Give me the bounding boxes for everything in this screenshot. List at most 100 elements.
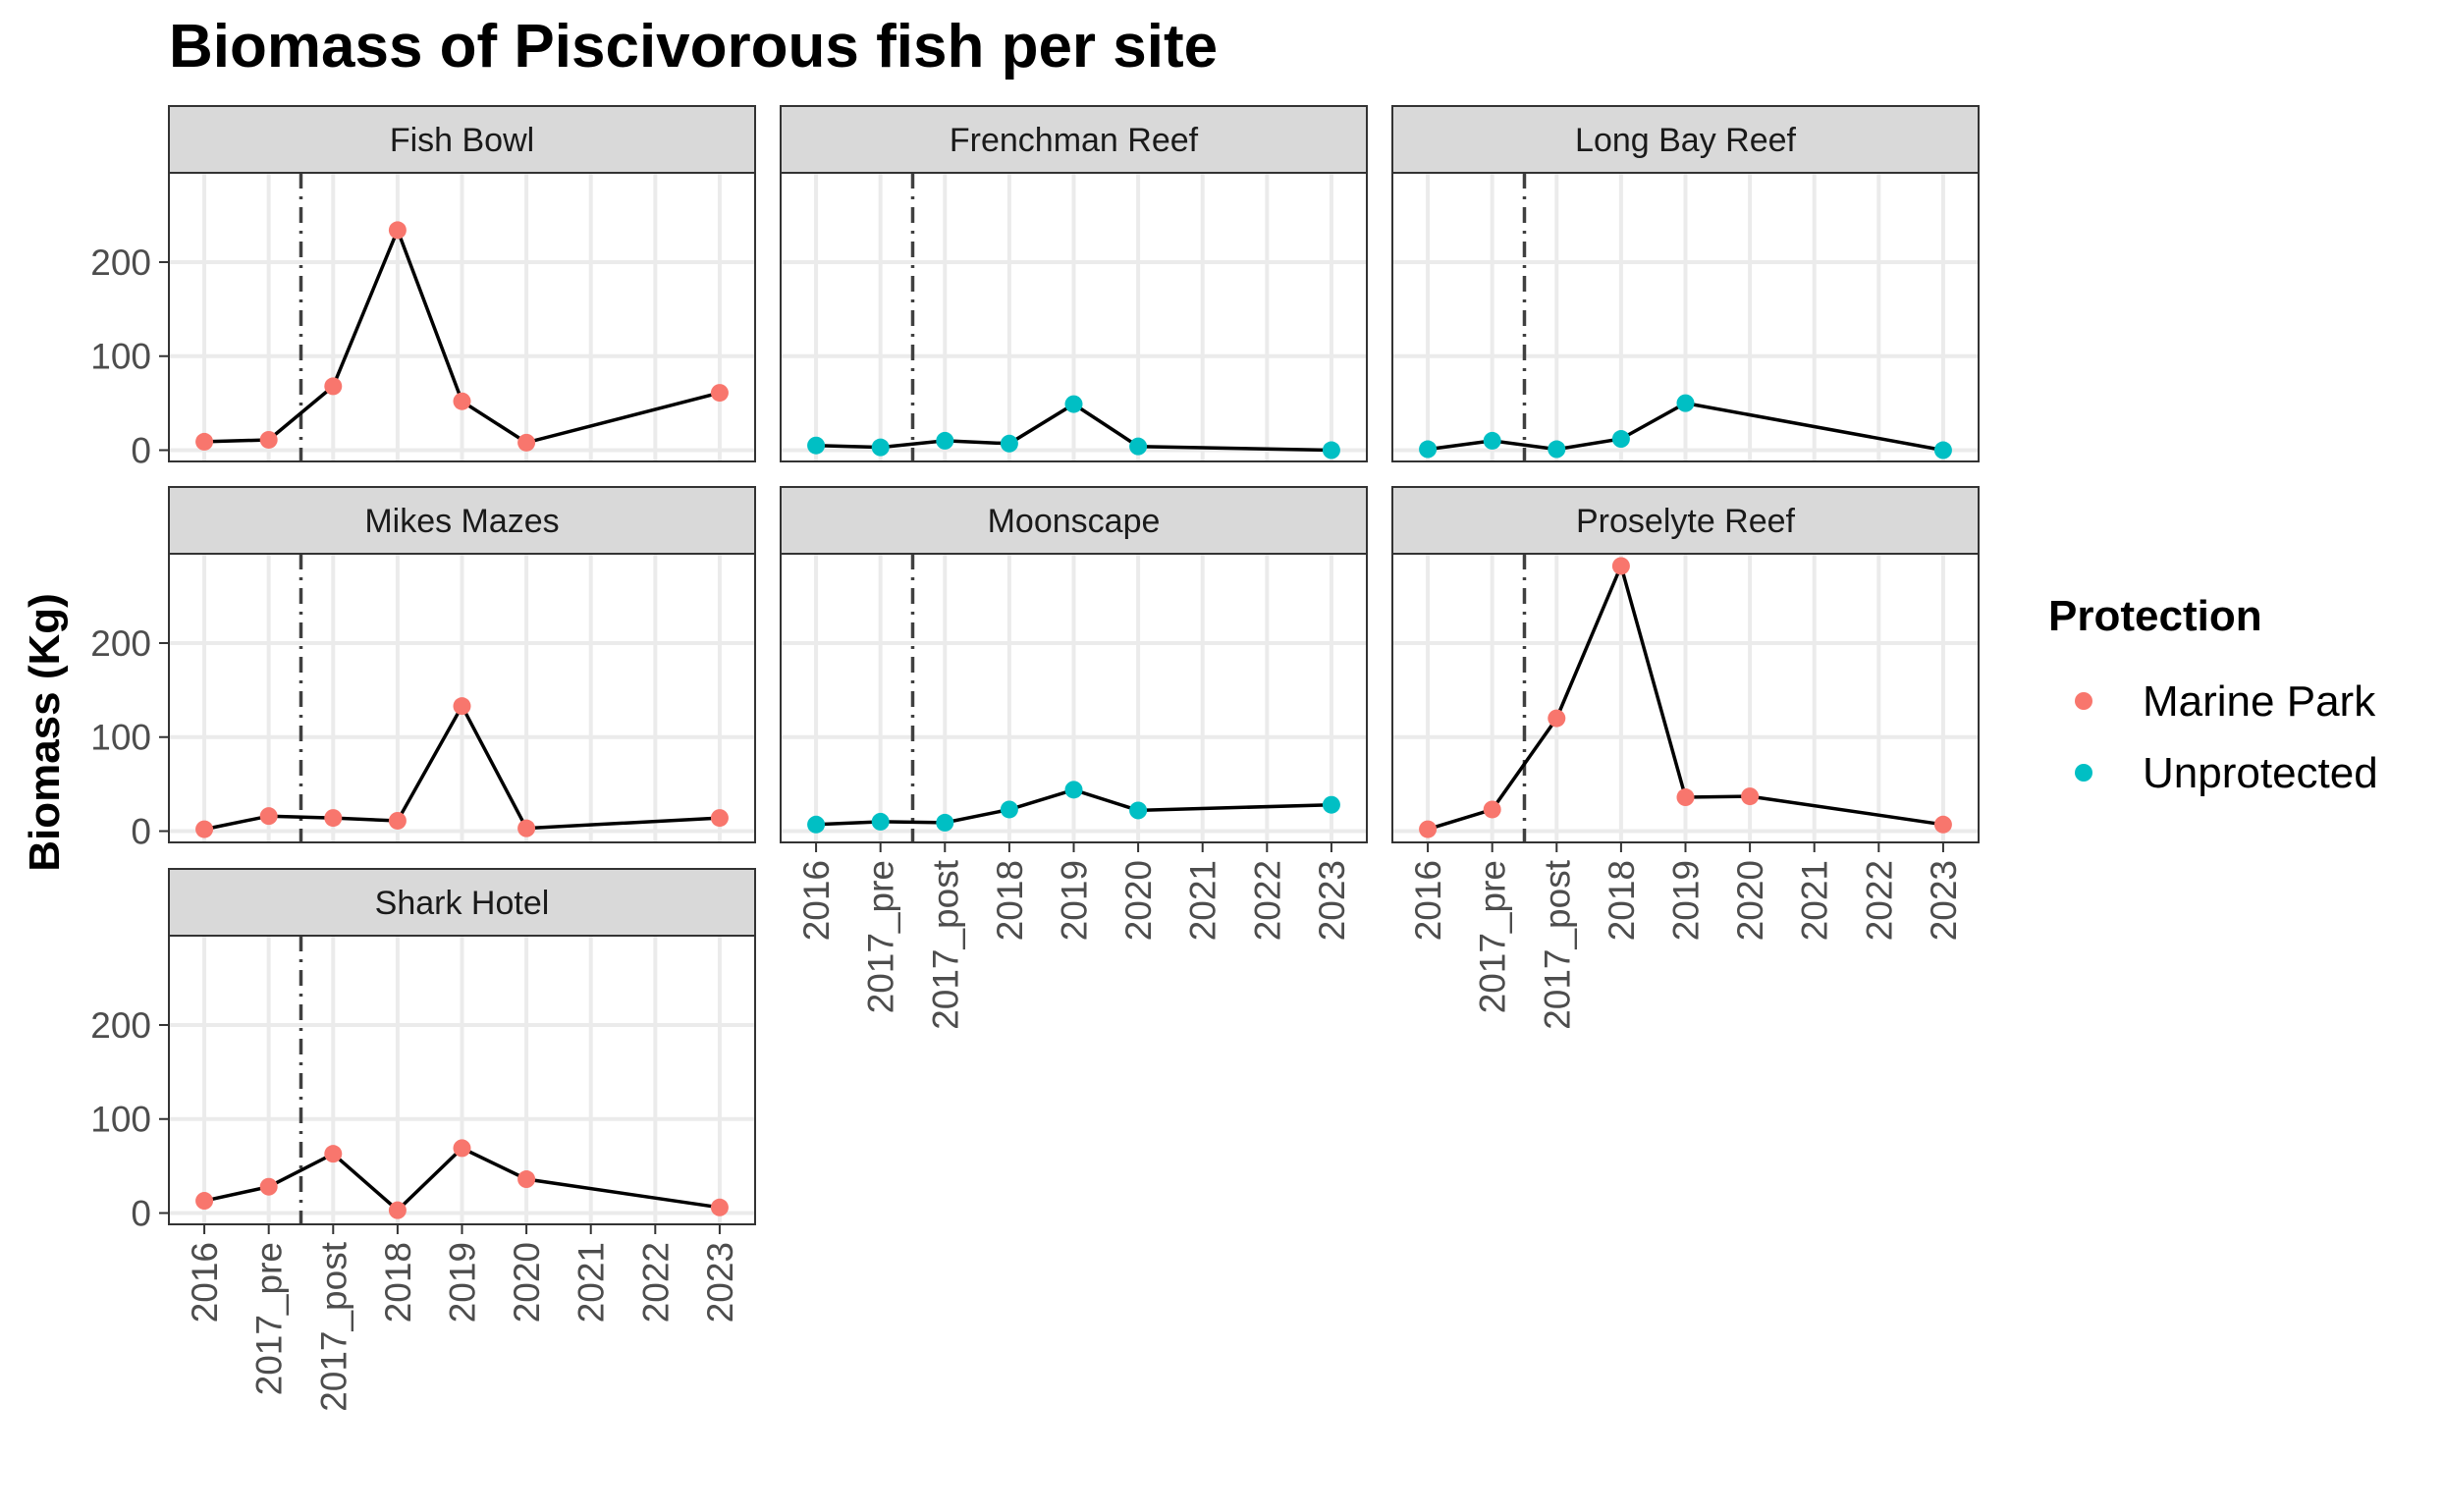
panel-border — [168, 172, 756, 462]
strip-label: Shark Hotel — [375, 885, 550, 922]
data-point-long-bay-reef-2017-post — [1548, 440, 1566, 459]
legend-key-marine-park — [2075, 692, 2092, 710]
x-tick-label: 2022 — [1859, 860, 1899, 941]
data-point-long-bay-reef-2016 — [1419, 440, 1438, 459]
x-tick-label: 2022 — [1247, 860, 1287, 941]
x-tick-label: 2017_pre — [249, 1242, 290, 1395]
data-point-mikes-mazes-2017-pre — [259, 807, 278, 826]
data-point-mikes-mazes-2019 — [453, 697, 471, 716]
data-point-proselyte-reef-2019 — [1676, 788, 1695, 807]
legend-label-unprotected: Unprotected — [2143, 749, 2378, 797]
strip-mikes-mazes — [168, 486, 756, 555]
data-point-proselyte-reef-2018 — [1611, 557, 1630, 575]
data-point-shark-hotel-2018 — [388, 1201, 407, 1219]
data-point-frenchman-reef-2018 — [1000, 434, 1018, 453]
x-tick-label: 2019 — [1055, 860, 1095, 941]
strip-label: Frenchman Reef — [950, 122, 1199, 159]
data-point-mikes-mazes-2023 — [710, 809, 729, 828]
x-tick-label: 2016 — [1408, 860, 1448, 941]
data-point-fish-bowl-2019 — [453, 392, 471, 410]
x-tick-label: 2016 — [185, 1242, 225, 1323]
y-tick-label: 0 — [131, 1194, 151, 1234]
x-tick-label: 2019 — [1666, 860, 1707, 941]
x-tick-label: 2023 — [700, 1242, 740, 1323]
x-tick-label: 2020 — [507, 1242, 547, 1323]
x-tick-label: 2016 — [796, 860, 837, 941]
x-tick-label: 2022 — [635, 1242, 676, 1323]
panel-border — [168, 553, 756, 843]
data-point-long-bay-reef-2023 — [1933, 441, 1952, 459]
data-point-moonscape-2019 — [1064, 781, 1083, 799]
y-tick-label: 100 — [90, 718, 151, 758]
x-tick-label: 2017_post — [1537, 859, 1577, 1030]
data-point-frenchman-reef-2016 — [807, 436, 826, 455]
data-point-shark-hotel-2020 — [517, 1170, 536, 1189]
panel-frenchman-reef: Frenchman Reef — [780, 105, 1368, 462]
legend: Protection Marine Park Unprotected — [2048, 592, 2378, 797]
x-tick-label: 2017_post — [313, 1241, 353, 1412]
data-point-shark-hotel-2017-post — [324, 1145, 343, 1163]
chart-title: Biomass of Piscivorous fish per site — [169, 13, 1218, 81]
data-point-proselyte-reef-2017-pre — [1483, 800, 1501, 819]
legend-title: Protection — [2048, 592, 2262, 640]
legend-label-marine-park: Marine Park — [2143, 677, 2376, 726]
data-point-fish-bowl-2020 — [517, 433, 536, 452]
x-tick-label: 2023 — [1924, 860, 1964, 941]
x-tick-label: 2017_pre — [1473, 860, 1513, 1013]
data-point-moonscape-2018 — [1000, 800, 1018, 819]
x-tick-label: 2018 — [378, 1242, 418, 1323]
data-point-fish-bowl-2018 — [388, 221, 407, 240]
data-point-frenchman-reef-2020 — [1129, 437, 1148, 456]
strip-proselyte-reef — [1391, 486, 1980, 555]
strip-frenchman-reef — [780, 105, 1368, 174]
data-point-fish-bowl-2023 — [710, 384, 729, 403]
data-point-mikes-mazes-2017-post — [324, 809, 343, 828]
x-tick-label: 2020 — [1118, 860, 1159, 941]
strip-label: Moonscape — [988, 503, 1161, 540]
x-tick-label: 2018 — [1602, 860, 1642, 941]
strip-label: Proselyte Reef — [1576, 503, 1796, 540]
data-point-frenchman-reef-2019 — [1064, 395, 1083, 413]
data-point-fish-bowl-2017-pre — [259, 430, 278, 449]
x-tick-label: 2017_pre — [861, 860, 901, 1013]
x-tick-label: 2021 — [1183, 860, 1223, 941]
strip-moonscape — [780, 486, 1368, 555]
data-point-proselyte-reef-2023 — [1933, 815, 1952, 834]
y-tick-label: 100 — [90, 1100, 151, 1140]
data-point-fish-bowl-2016 — [195, 432, 214, 451]
x-tick-label: 2021 — [571, 1242, 612, 1323]
data-point-proselyte-reef-2020 — [1741, 787, 1760, 806]
data-point-moonscape-2020 — [1129, 801, 1148, 820]
data-point-moonscape-2017-post — [936, 813, 954, 832]
data-point-shark-hotel-2019 — [453, 1139, 471, 1158]
data-point-long-bay-reef-2018 — [1611, 430, 1630, 449]
data-point-frenchman-reef-2017-pre — [871, 438, 890, 457]
panel-proselyte-reef: Proselyte Reef 2016 2017_pre 2017_post 2018 2… — [1391, 486, 1980, 1030]
x-tick-label: 2020 — [1730, 860, 1770, 941]
data-point-proselyte-reef-2016 — [1419, 820, 1438, 838]
strip-label: Fish Bowl — [390, 122, 534, 159]
panel-mikes-mazes: Mikes Mazes 0 100 200 — [90, 486, 756, 852]
x-tick-label: 2018 — [990, 860, 1030, 941]
y-tick-label: 200 — [90, 1005, 151, 1046]
strip-long-bay-reef — [1391, 105, 1980, 174]
panel-border — [780, 172, 1368, 462]
data-point-moonscape-2017-pre — [871, 812, 890, 831]
data-point-moonscape-2016 — [807, 815, 826, 834]
x-tick-label: 2021 — [1795, 860, 1835, 941]
y-tick-label: 0 — [131, 812, 151, 852]
panel-border — [1391, 172, 1980, 462]
strip-label: Long Bay Reef — [1575, 122, 1796, 159]
legend-key-unprotected — [2075, 764, 2092, 782]
data-point-mikes-mazes-2018 — [388, 811, 407, 830]
y-tick-label: 100 — [90, 337, 151, 377]
strip-label: Mikes Mazes — [364, 503, 559, 540]
data-point-frenchman-reef-2023 — [1322, 441, 1340, 459]
data-point-shark-hotel-2016 — [195, 1192, 214, 1211]
panel-fish-bowl: Fish Bowl 0 100 200 — [90, 105, 756, 471]
data-point-shark-hotel-2023 — [710, 1198, 729, 1216]
data-point-proselyte-reef-2017-post — [1548, 709, 1566, 728]
y-tick-label: 0 — [131, 431, 151, 471]
data-point-moonscape-2023 — [1322, 795, 1340, 814]
